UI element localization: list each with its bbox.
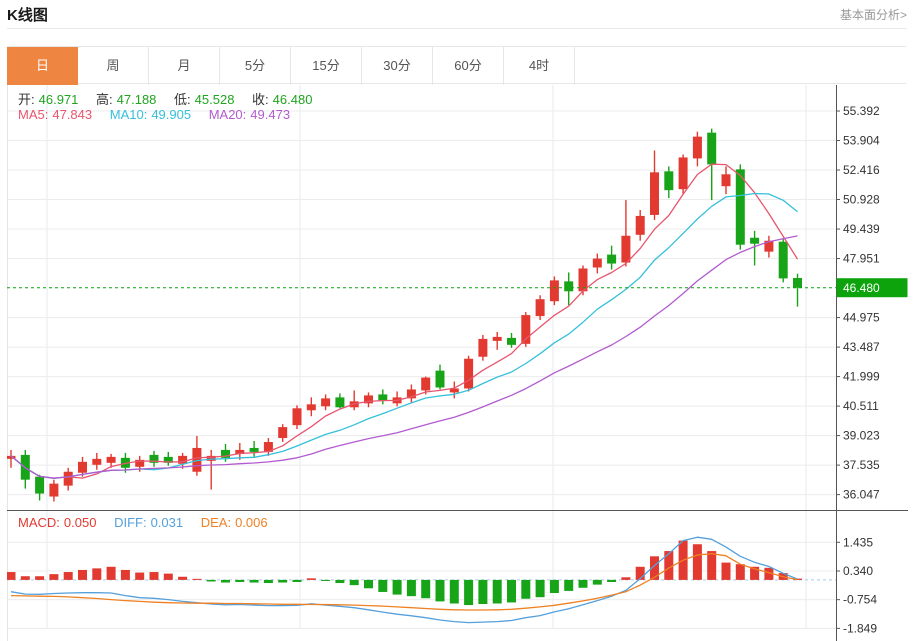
low-value: 45.528	[194, 92, 235, 107]
axis-tick-label: 41.999	[843, 370, 880, 384]
ma20-line	[10, 235, 798, 479]
axis-tick-label: 0.340	[843, 564, 873, 578]
high-value: 47.188	[116, 92, 157, 107]
axis-tick-label: 39.023	[843, 429, 880, 443]
axis-tick-label: 40.511	[843, 399, 879, 413]
ma10-label: MA10:	[109, 107, 148, 122]
axis-tick-label: 44.975	[843, 311, 880, 325]
axis-tick-label: 47.951	[843, 252, 880, 266]
ma20-value: 49.473	[250, 107, 291, 122]
period-tab-30min[interactable]: 30分	[362, 47, 433, 85]
axis-tick-label: 36.047	[843, 488, 880, 502]
ma10-value: 49.905	[151, 107, 192, 122]
axis-tick-label: 37.535	[843, 458, 880, 472]
period-tab-4hour[interactable]: 4时	[504, 47, 575, 85]
macd-label: MACD:	[18, 515, 60, 530]
axis-tick-label: 50.928	[843, 193, 880, 207]
dea-value: 0.006	[235, 515, 268, 530]
period-tab-month[interactable]: 月	[149, 47, 220, 85]
period-tab-week[interactable]: 周	[78, 47, 149, 85]
open-label: 开:	[18, 92, 35, 107]
axis-tick-label: 53.904	[843, 134, 880, 148]
dea-line	[10, 553, 798, 611]
macd-value: 0.050	[63, 515, 97, 530]
ma20-label: MA20:	[208, 107, 247, 122]
kline-chart-area[interactable]: 55.392 53.904 52.416 50.928 49.439 47.951 44.9…	[7, 85, 908, 641]
low-label: 低:	[174, 92, 191, 107]
ma-legend: MA5: 47.843 MA10: 49.905 MA20: 49.473	[18, 107, 304, 122]
diff-label: DIFF:	[114, 515, 147, 530]
high-label: 高:	[96, 92, 113, 107]
page-header: K线图 基本面分析>	[7, 0, 907, 29]
candles-layer	[7, 128, 802, 502]
axis-tick-label: 52.416	[843, 163, 880, 177]
period-tab-15min[interactable]: 15分	[291, 47, 362, 85]
ma5-label: MA5:	[18, 107, 49, 122]
ohlc-legend: 开: 46.971 高: 47.188 低: 45.528 收: 46.480	[18, 89, 326, 108]
macd-legend: MACD: 0.050 DIFF: 0.031 DEA: 0.006	[18, 515, 282, 530]
period-tab-5min[interactable]: 5分	[220, 47, 291, 85]
dea-label: DEA:	[200, 515, 232, 530]
axis-tick-label: 55.392	[843, 104, 880, 118]
diff-line	[10, 536, 798, 624]
close-label: 收:	[252, 92, 269, 107]
period-tabbar: 日周月 5分 15分 30分 60分 4时	[7, 46, 906, 85]
ma5-line	[10, 163, 799, 479]
axis-tick-label: -1.849	[843, 621, 877, 635]
axis-tick-label: 1.435	[843, 535, 873, 549]
close-value: 46.480	[272, 92, 313, 107]
axis-tick-label: 49.439	[843, 222, 880, 236]
diff-value: 0.031	[150, 515, 184, 530]
current-price-marker	[836, 278, 908, 298]
grid-layer	[7, 85, 836, 641]
axis-tick-label: -0.754	[843, 593, 877, 607]
current-price-value: 46.480	[843, 281, 880, 295]
open-value: 46.971	[38, 92, 79, 107]
fundamental-analysis-link[interactable]: 基本面分析>	[839, 7, 907, 22]
kline-chart-canvas[interactable]: 55.392 53.904 52.416 50.928 49.439 47.951 44.9…	[7, 85, 908, 641]
page-title: K线图	[7, 6, 48, 24]
axis-tick-label: 43.487	[843, 340, 880, 354]
period-tab-day[interactable]: 日	[7, 47, 78, 85]
ma5-value: 47.843	[52, 107, 93, 122]
period-tab-60min[interactable]: 60分	[433, 47, 504, 85]
